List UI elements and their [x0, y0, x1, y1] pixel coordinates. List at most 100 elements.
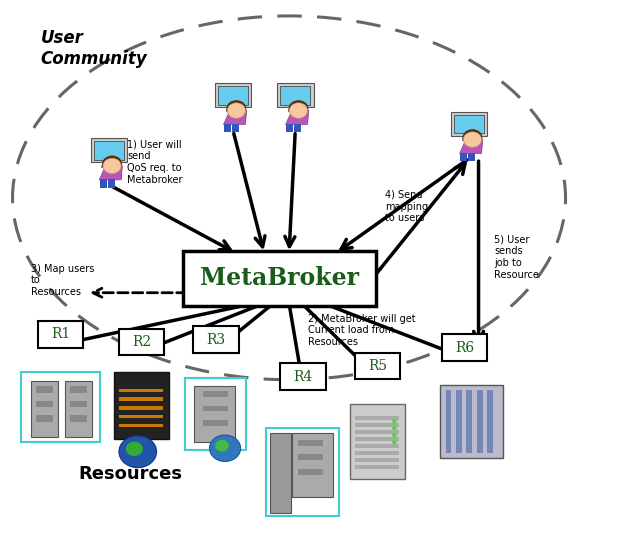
Bar: [460, 153, 467, 161]
Bar: [488, 390, 493, 453]
Bar: [119, 415, 164, 419]
FancyBboxPatch shape: [451, 112, 488, 136]
FancyBboxPatch shape: [355, 353, 400, 379]
Circle shape: [288, 100, 308, 117]
Polygon shape: [223, 110, 247, 124]
Text: R1: R1: [51, 328, 70, 342]
FancyBboxPatch shape: [193, 327, 239, 353]
FancyBboxPatch shape: [270, 434, 290, 513]
Bar: [355, 451, 399, 455]
Polygon shape: [460, 139, 483, 153]
FancyBboxPatch shape: [183, 251, 376, 306]
Bar: [119, 398, 164, 401]
Circle shape: [119, 436, 157, 468]
Circle shape: [209, 435, 240, 462]
Bar: [107, 158, 112, 166]
Bar: [355, 416, 399, 420]
FancyBboxPatch shape: [91, 138, 127, 162]
Text: 5) User
sends
job to
Resource: 5) User sends job to Resource: [494, 235, 539, 280]
Text: 1) User will
send
QoS req. to
Metabroker: 1) User will send QoS req. to Metabroker: [127, 140, 183, 185]
Text: Resources: Resources: [79, 464, 183, 483]
Bar: [446, 390, 451, 453]
Circle shape: [392, 426, 397, 430]
FancyBboxPatch shape: [119, 329, 164, 356]
Bar: [119, 406, 164, 409]
FancyBboxPatch shape: [280, 86, 311, 104]
Bar: [355, 423, 399, 427]
FancyBboxPatch shape: [277, 83, 314, 107]
FancyBboxPatch shape: [38, 321, 84, 348]
Bar: [286, 124, 294, 132]
Circle shape: [392, 419, 397, 423]
FancyBboxPatch shape: [106, 166, 120, 177]
Text: 3) Map users
to
Resources: 3) Map users to Resources: [31, 264, 94, 297]
FancyBboxPatch shape: [30, 381, 58, 437]
FancyBboxPatch shape: [442, 335, 488, 361]
Bar: [467, 390, 472, 453]
Text: User
Community: User Community: [41, 29, 147, 68]
Circle shape: [290, 103, 307, 118]
Text: R6: R6: [455, 341, 474, 355]
Bar: [119, 389, 164, 392]
Bar: [477, 390, 482, 453]
FancyBboxPatch shape: [113, 372, 169, 439]
FancyBboxPatch shape: [292, 434, 332, 497]
Text: R2: R2: [132, 335, 151, 349]
Bar: [355, 430, 399, 434]
Bar: [36, 415, 53, 422]
FancyBboxPatch shape: [215, 83, 252, 107]
Bar: [70, 415, 87, 422]
Bar: [108, 179, 115, 188]
Bar: [467, 131, 472, 139]
Bar: [36, 386, 53, 393]
FancyBboxPatch shape: [440, 385, 503, 458]
Bar: [298, 454, 323, 460]
Bar: [355, 444, 399, 448]
Circle shape: [392, 433, 397, 437]
Circle shape: [215, 440, 229, 451]
Bar: [70, 401, 87, 407]
Bar: [100, 179, 107, 188]
Bar: [469, 153, 476, 161]
Bar: [456, 390, 462, 453]
Bar: [298, 469, 323, 475]
FancyBboxPatch shape: [350, 404, 404, 479]
Circle shape: [226, 100, 246, 117]
Circle shape: [102, 155, 122, 173]
Text: 4) Send
mapping
to users: 4) Send mapping to users: [385, 190, 429, 223]
Circle shape: [126, 442, 143, 456]
Text: R4: R4: [294, 370, 313, 384]
FancyBboxPatch shape: [94, 141, 124, 160]
Bar: [355, 465, 399, 469]
Bar: [462, 138, 477, 141]
FancyBboxPatch shape: [280, 363, 326, 390]
FancyBboxPatch shape: [292, 111, 307, 122]
Circle shape: [228, 103, 245, 118]
Bar: [226, 109, 240, 112]
Bar: [231, 102, 236, 110]
Bar: [70, 386, 87, 393]
Bar: [298, 440, 323, 445]
Circle shape: [103, 158, 121, 174]
Bar: [355, 458, 399, 462]
Circle shape: [463, 132, 481, 147]
FancyBboxPatch shape: [230, 111, 245, 122]
Text: R3: R3: [207, 332, 226, 346]
Polygon shape: [285, 110, 309, 124]
FancyBboxPatch shape: [65, 381, 92, 437]
Polygon shape: [99, 166, 122, 180]
Bar: [355, 437, 399, 441]
Circle shape: [463, 129, 482, 146]
Text: R5: R5: [368, 359, 387, 373]
Text: 2) MetaBroker will get
Current load from
Resources: 2) MetaBroker will get Current load from…: [307, 314, 415, 347]
Bar: [293, 102, 298, 110]
Bar: [204, 420, 228, 426]
Bar: [36, 401, 53, 407]
Bar: [204, 406, 228, 412]
FancyBboxPatch shape: [467, 139, 481, 151]
Bar: [232, 124, 239, 132]
FancyBboxPatch shape: [193, 386, 235, 442]
Bar: [204, 391, 228, 397]
FancyBboxPatch shape: [218, 86, 249, 104]
Bar: [294, 124, 301, 132]
